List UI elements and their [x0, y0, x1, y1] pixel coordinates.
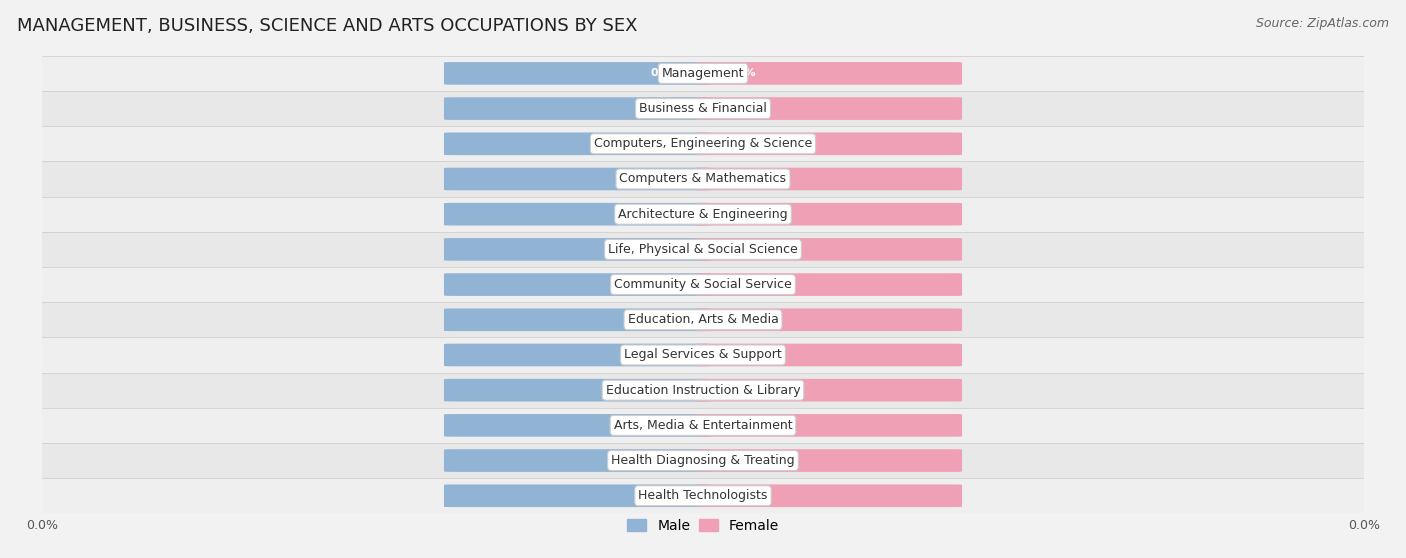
Text: 0.0%: 0.0% — [650, 385, 681, 395]
Text: Architecture & Engineering: Architecture & Engineering — [619, 208, 787, 220]
Bar — [42, 56, 1364, 91]
Text: 0.0%: 0.0% — [650, 455, 681, 465]
FancyBboxPatch shape — [695, 62, 962, 85]
Bar — [42, 267, 1364, 302]
Text: 0.0%: 0.0% — [725, 491, 756, 501]
FancyBboxPatch shape — [695, 344, 962, 366]
Bar — [42, 126, 1364, 161]
Text: 0.0%: 0.0% — [650, 420, 681, 430]
Text: Education, Arts & Media: Education, Arts & Media — [627, 313, 779, 326]
Bar — [42, 373, 1364, 408]
Text: 0.0%: 0.0% — [650, 174, 681, 184]
Text: Health Technologists: Health Technologists — [638, 489, 768, 502]
FancyBboxPatch shape — [444, 97, 711, 120]
Bar — [42, 91, 1364, 126]
Text: 0.0%: 0.0% — [650, 139, 681, 149]
FancyBboxPatch shape — [444, 449, 711, 472]
Bar — [42, 196, 1364, 232]
Text: Source: ZipAtlas.com: Source: ZipAtlas.com — [1256, 17, 1389, 30]
Bar — [42, 338, 1364, 373]
Text: 0.0%: 0.0% — [650, 315, 681, 325]
FancyBboxPatch shape — [695, 167, 962, 190]
Text: Legal Services & Support: Legal Services & Support — [624, 349, 782, 362]
Text: Computers, Engineering & Science: Computers, Engineering & Science — [593, 137, 813, 150]
FancyBboxPatch shape — [444, 484, 711, 507]
Text: MANAGEMENT, BUSINESS, SCIENCE AND ARTS OCCUPATIONS BY SEX: MANAGEMENT, BUSINESS, SCIENCE AND ARTS O… — [17, 17, 637, 35]
Text: 0.0%: 0.0% — [650, 209, 681, 219]
Text: Arts, Media & Entertainment: Arts, Media & Entertainment — [613, 419, 793, 432]
Text: Community & Social Service: Community & Social Service — [614, 278, 792, 291]
FancyBboxPatch shape — [695, 449, 962, 472]
Legend: Male, Female: Male, Female — [621, 513, 785, 538]
FancyBboxPatch shape — [695, 379, 962, 402]
Text: Management: Management — [662, 67, 744, 80]
FancyBboxPatch shape — [695, 309, 962, 331]
FancyBboxPatch shape — [695, 97, 962, 120]
FancyBboxPatch shape — [444, 238, 711, 261]
Text: Education Instruction & Library: Education Instruction & Library — [606, 384, 800, 397]
Text: 0.0%: 0.0% — [725, 209, 756, 219]
Text: 0.0%: 0.0% — [650, 104, 681, 114]
FancyBboxPatch shape — [695, 203, 962, 225]
Bar — [42, 478, 1364, 513]
Bar — [42, 302, 1364, 338]
FancyBboxPatch shape — [444, 167, 711, 190]
Text: 0.0%: 0.0% — [650, 69, 681, 78]
Bar — [42, 408, 1364, 443]
FancyBboxPatch shape — [444, 273, 711, 296]
Text: 0.0%: 0.0% — [650, 244, 681, 254]
Text: 0.0%: 0.0% — [725, 69, 756, 78]
FancyBboxPatch shape — [695, 132, 962, 155]
Text: 0.0%: 0.0% — [725, 315, 756, 325]
Bar — [42, 232, 1364, 267]
FancyBboxPatch shape — [444, 132, 711, 155]
Text: 0.0%: 0.0% — [725, 139, 756, 149]
FancyBboxPatch shape — [444, 203, 711, 225]
Text: Computers & Mathematics: Computers & Mathematics — [620, 172, 786, 185]
Text: 0.0%: 0.0% — [650, 350, 681, 360]
Bar — [42, 161, 1364, 196]
Text: 0.0%: 0.0% — [650, 280, 681, 290]
Text: 0.0%: 0.0% — [725, 455, 756, 465]
FancyBboxPatch shape — [444, 309, 711, 331]
Text: 0.0%: 0.0% — [725, 174, 756, 184]
Text: Health Diagnosing & Treating: Health Diagnosing & Treating — [612, 454, 794, 467]
FancyBboxPatch shape — [695, 238, 962, 261]
Text: 0.0%: 0.0% — [725, 104, 756, 114]
Bar — [42, 443, 1364, 478]
Text: 0.0%: 0.0% — [725, 420, 756, 430]
Text: Life, Physical & Social Science: Life, Physical & Social Science — [609, 243, 797, 256]
FancyBboxPatch shape — [444, 379, 711, 402]
Text: 0.0%: 0.0% — [725, 350, 756, 360]
Text: 0.0%: 0.0% — [725, 280, 756, 290]
Text: 0.0%: 0.0% — [650, 491, 681, 501]
Text: Business & Financial: Business & Financial — [640, 102, 766, 115]
Text: 0.0%: 0.0% — [725, 244, 756, 254]
FancyBboxPatch shape — [695, 414, 962, 437]
FancyBboxPatch shape — [444, 344, 711, 366]
FancyBboxPatch shape — [695, 484, 962, 507]
FancyBboxPatch shape — [444, 414, 711, 437]
Text: 0.0%: 0.0% — [725, 385, 756, 395]
FancyBboxPatch shape — [444, 62, 711, 85]
FancyBboxPatch shape — [695, 273, 962, 296]
